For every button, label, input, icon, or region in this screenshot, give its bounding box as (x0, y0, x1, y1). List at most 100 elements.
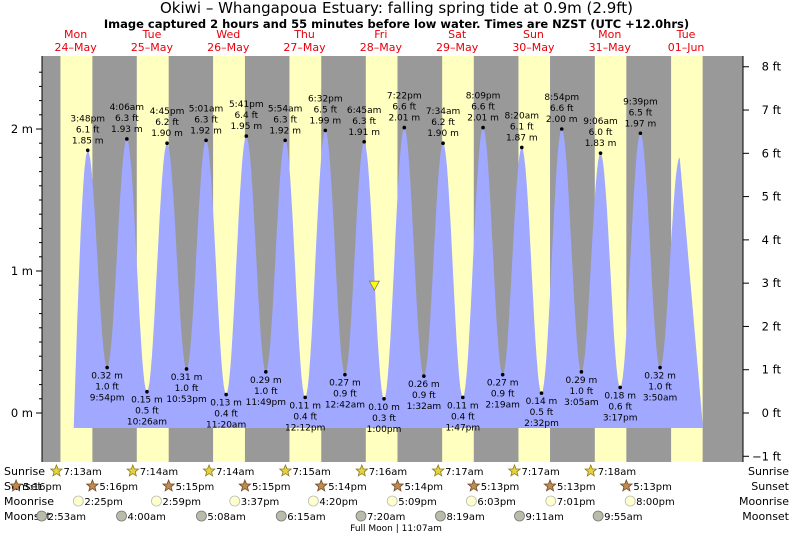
row-label-left: Sunrise (4, 465, 45, 478)
tide-point (618, 385, 622, 390)
sunset-star (619, 478, 634, 492)
tide-ft-label: 0.4 ft (451, 412, 475, 422)
tide-point (105, 365, 109, 370)
day-label-dow: Sat (448, 28, 467, 41)
row-label-right: Sunrise (748, 465, 789, 478)
row-label-left: Moonrise (4, 495, 54, 508)
tide-point (598, 151, 603, 155)
tide-m-label: 0.31 m (171, 373, 203, 383)
tide-ft-label: 6.3 ft (194, 115, 218, 125)
tide-point (519, 145, 524, 150)
chart-title: Okiwi – Whangapoua Estuary: falling spri… (159, 0, 634, 17)
sunrise-time: 7:18am (598, 467, 636, 478)
tide-m-label: 1.95 m (230, 122, 262, 132)
tide-time-label: 11:49pm (246, 398, 286, 408)
moonset-icon (435, 510, 446, 522)
tide-m-label: 1.99 m (309, 116, 341, 126)
tide-ft-label: 0.5 ft (530, 408, 554, 418)
sunrise-star (507, 463, 522, 477)
moonset-time: 8:19am (446, 512, 484, 523)
tide-ft-label: 1.0 ft (648, 383, 672, 393)
tide-m-label: 1.93 m (111, 125, 143, 135)
day-label-date: 24–May (55, 41, 98, 54)
tide-time-label: 3:05am (564, 398, 599, 408)
tide-m-label: 2.00 m (546, 115, 578, 125)
sunset-star (543, 478, 557, 492)
day-label-date: 26–May (207, 41, 250, 54)
tide-time-label: 6:45am (347, 106, 382, 116)
sunrise-star (278, 463, 293, 477)
day-label-dow: Wed (216, 28, 240, 41)
tide-point (579, 370, 584, 374)
tide-time-label: 5:01am (189, 104, 224, 114)
tide-point (264, 370, 268, 374)
day-label-dow: Mon (598, 28, 621, 41)
day-label-date: 27–May (283, 41, 326, 54)
tide-point (343, 372, 347, 377)
tide-time-label: 9:06am (583, 117, 618, 127)
moonset-icon (36, 510, 48, 522)
y-right-tick-label: 0 ft (762, 406, 782, 420)
moonset-icon (355, 510, 367, 522)
tide-m-label: 0.27 m (329, 379, 361, 389)
y-left-tick-label: 0 m (11, 406, 33, 420)
tide-m-label: 0.18 m (604, 391, 636, 401)
day-label-date: 30–May (512, 41, 555, 54)
tide-ft-label: 6.6 ft (392, 103, 416, 113)
tide-time-label: 4:06am (110, 103, 145, 113)
tide-ft-label: 0.3 ft (372, 414, 396, 424)
sunset-time: 5:13pm (633, 482, 672, 493)
y-right-tick-label: 4 ft (762, 233, 782, 247)
tide-m-label: 1.90 m (427, 129, 459, 139)
tide-point (145, 389, 149, 394)
tide-point (184, 367, 189, 371)
day-label-dow: Fri (374, 28, 387, 41)
sunset-star (9, 478, 23, 492)
row-label-right: Moonrise (739, 495, 789, 508)
sunrise-time: 7:13am (63, 467, 101, 478)
tide-m-label: 1.91 m (348, 128, 380, 138)
tide-time-label: 9:54pm (90, 394, 125, 404)
night-band (42, 56, 61, 462)
tide-ft-label: 1.0 ft (254, 387, 278, 397)
tide-ft-label: 1.0 ft (570, 387, 594, 397)
tide-curve (73, 127, 703, 428)
moonset-icon (116, 510, 127, 522)
y-left-tick-label: 2 m (11, 122, 33, 136)
tide-time-label: 10:53pm (166, 395, 206, 405)
moonrise-time: 6:03pm (477, 497, 516, 508)
tide-point (422, 374, 426, 378)
tide-m-label: 1.87 m (506, 133, 538, 143)
current-tide-marker (368, 280, 381, 292)
tide-point (441, 141, 445, 145)
moonrise-time: 2:25pm (84, 497, 123, 508)
tide-point (244, 134, 249, 138)
sunrise-time: 7:17am (445, 467, 483, 478)
moonset-time: 9:55am (604, 512, 642, 523)
tide-ft-label: 6.2 ft (155, 118, 179, 128)
tide-time-label: 3:50am (643, 394, 678, 404)
day-label-dow: Mon (64, 28, 87, 41)
tide-m-label: 0.32 m (644, 372, 676, 382)
sunrise-star (355, 463, 369, 477)
y-left-tick-label: 1 m (11, 264, 33, 278)
tide-point (481, 125, 485, 130)
tide-ft-label: 6.5 ft (313, 105, 337, 115)
tide-m-label: 0.29 m (566, 376, 598, 386)
moonset-time: 4:00am (128, 512, 166, 523)
tide-m-label: 0.10 m (368, 403, 400, 413)
tide-time-label: 9:39pm (623, 97, 658, 107)
day-label-dow: Tue (676, 28, 696, 41)
tide-m-label: 1.83 m (585, 139, 617, 149)
tide-point (224, 392, 228, 397)
tide-point (85, 148, 90, 153)
tide-m-label: 1.92 m (269, 126, 301, 136)
tide-ft-label: 0.9 ft (333, 390, 357, 400)
day-label-date: 28–May (360, 41, 403, 54)
tide-time-label: 1:00pm (367, 425, 402, 435)
sunset-time: 5:14pm (404, 482, 443, 493)
sunset-time: 5:13pm (557, 482, 596, 493)
day-label-date: 29–May (436, 41, 479, 54)
